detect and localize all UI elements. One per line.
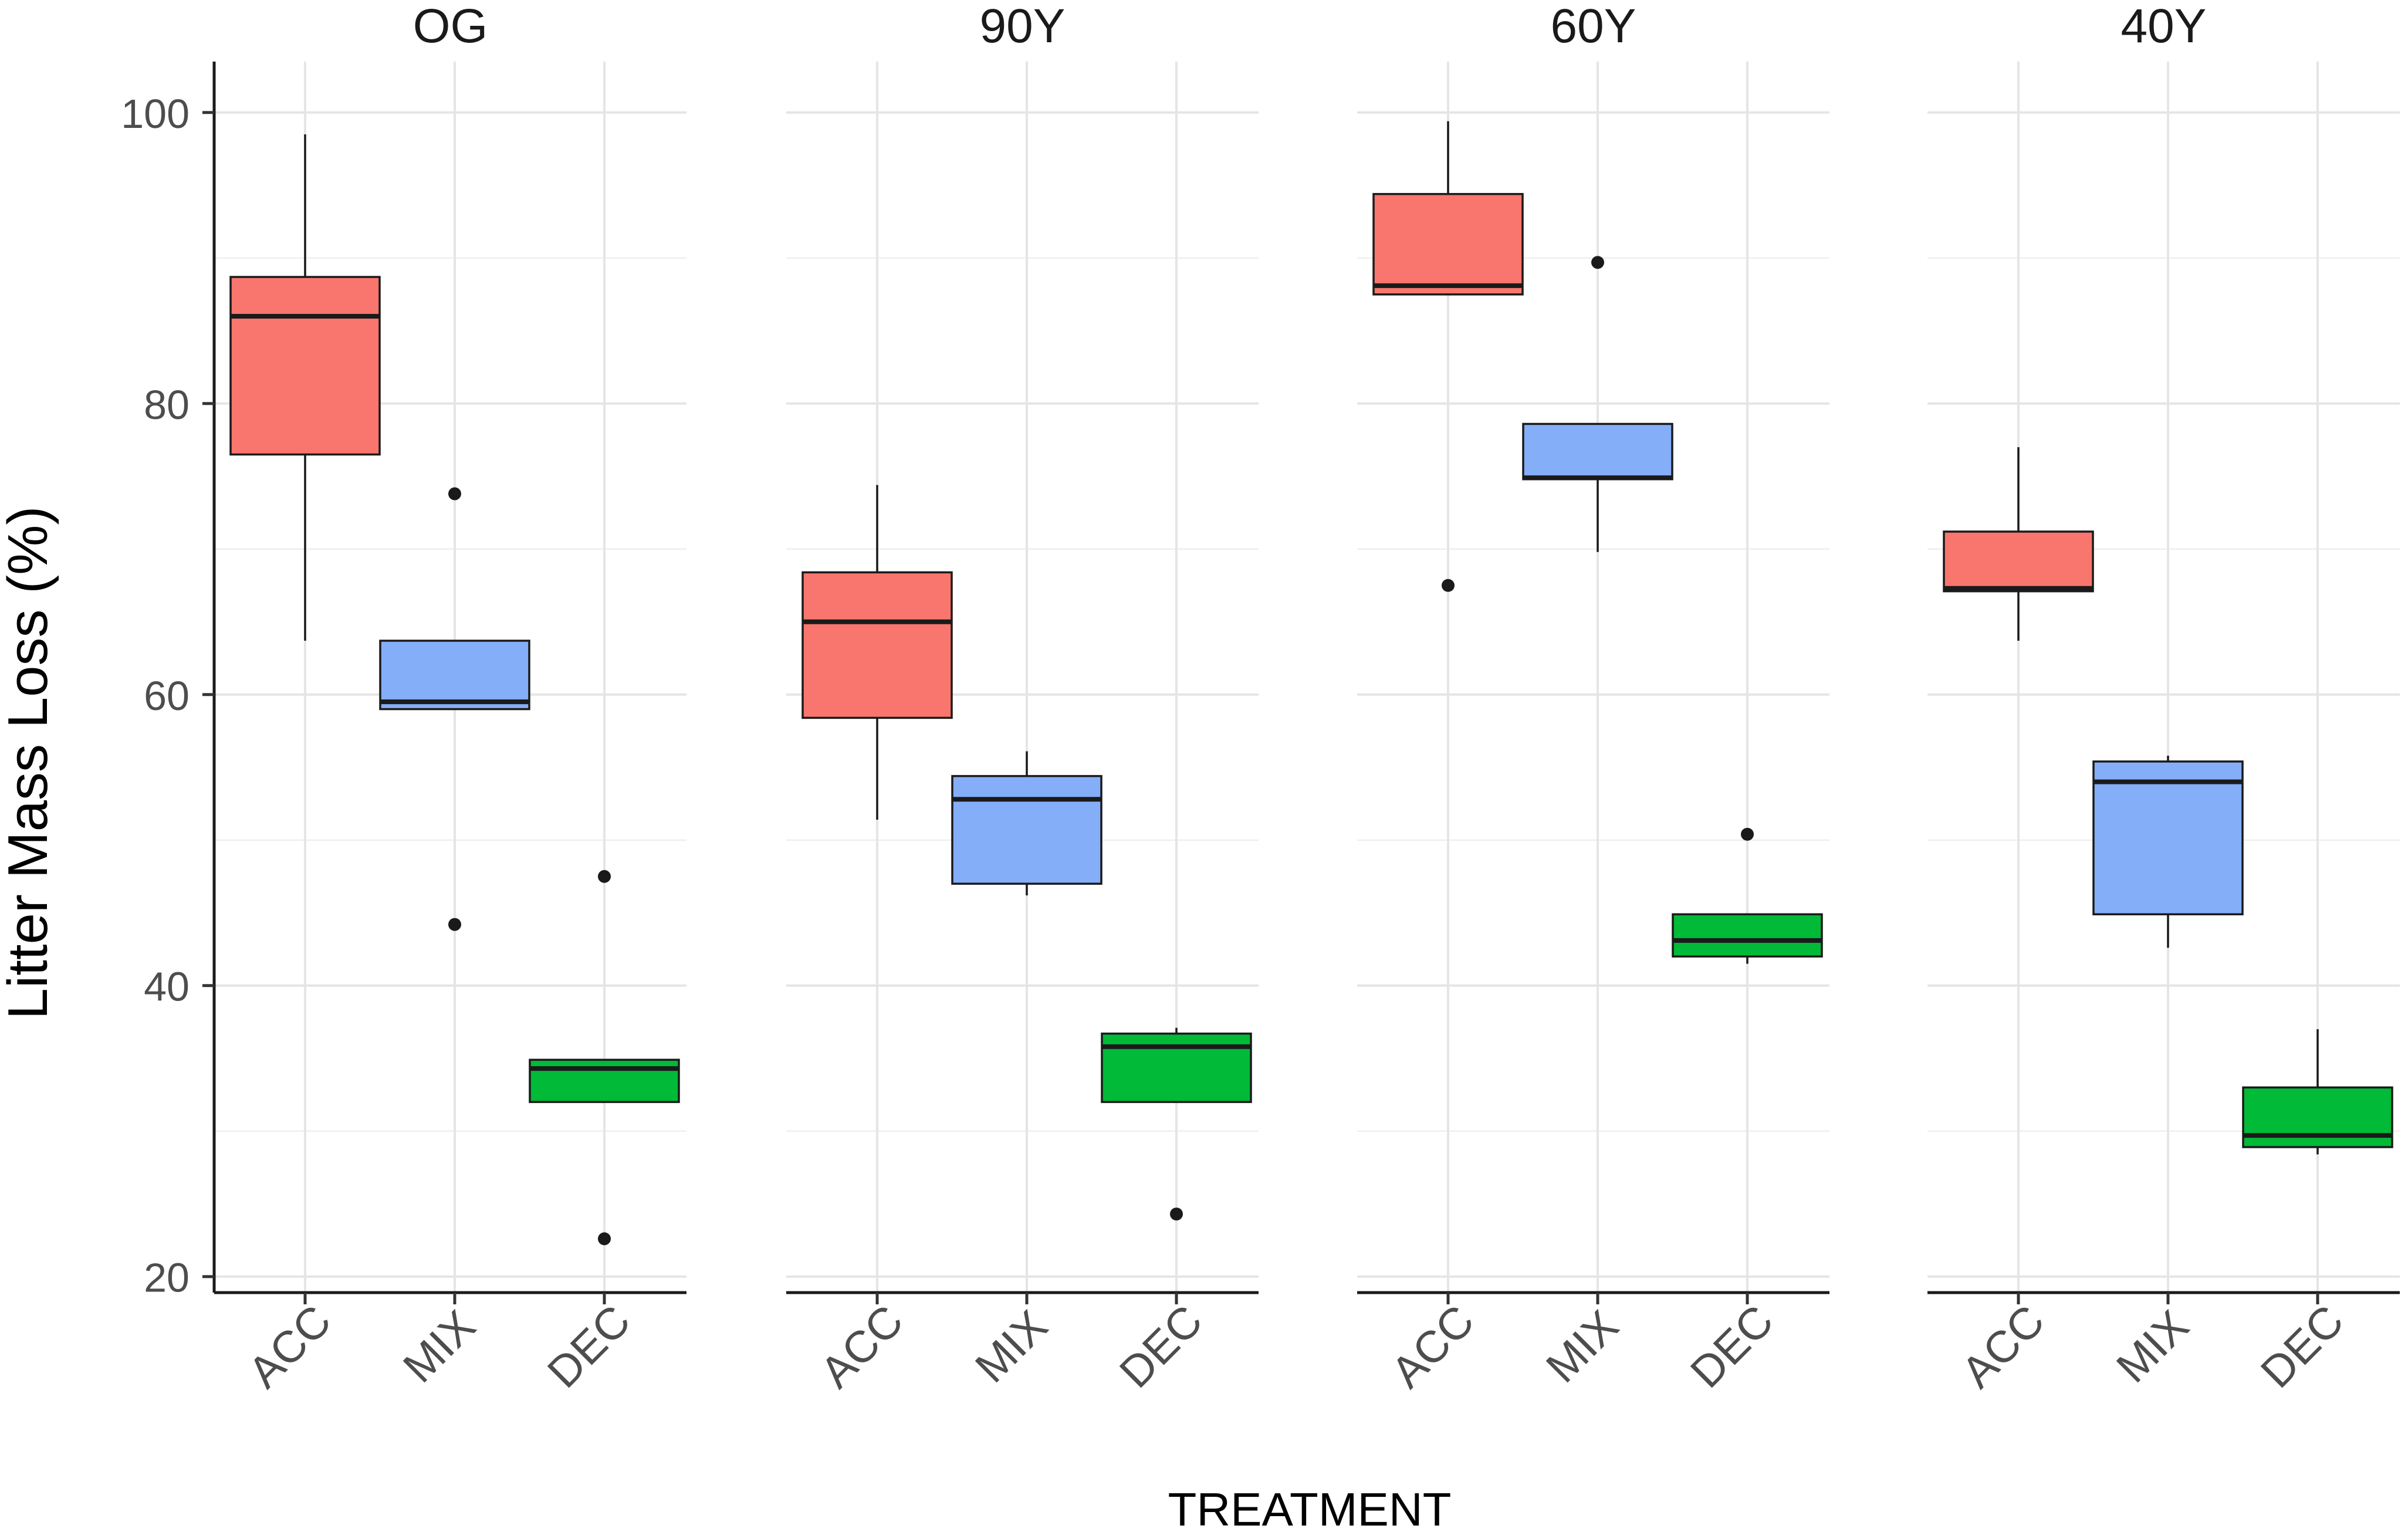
box-acc — [801, 571, 953, 719]
y-tick-label: 80 — [144, 382, 190, 428]
box-dec — [1101, 1032, 1252, 1103]
panel-title: 90Y — [980, 0, 1066, 53]
x-tick-label: DEC — [1110, 1296, 1212, 1398]
axes — [202, 62, 2400, 1304]
outlier-point — [1170, 1208, 1183, 1221]
box-dec — [529, 1058, 680, 1103]
box-acc — [1372, 192, 1524, 296]
panel-title: 40Y — [2121, 0, 2207, 53]
panel-title: 60Y — [1551, 0, 1636, 53]
x-tick-label: ACC — [239, 1296, 341, 1398]
x-axis-label: TREATMENT — [1168, 1483, 1452, 1532]
outlier-point — [448, 487, 461, 500]
x-tick-label: MIX — [394, 1301, 485, 1392]
outlier-point — [1741, 827, 1754, 841]
x-tick-label: DEC — [2251, 1296, 2353, 1398]
y-tick-label: 100 — [121, 91, 190, 137]
outlier-point — [598, 870, 611, 883]
box-mix — [1522, 422, 1673, 481]
y-axis-label: Litter Mass Loss (%) — [0, 506, 59, 1020]
gridlines — [214, 62, 2400, 1293]
y-tick-label: 60 — [144, 673, 190, 719]
x-tick-label: ACC — [811, 1296, 913, 1398]
x-tick-label: MIX — [2107, 1301, 2199, 1392]
x-tick-label: ACC — [1382, 1296, 1484, 1398]
outlier-point — [598, 1232, 611, 1246]
outlier-point — [1442, 579, 1455, 592]
x-tick-label: ACC — [1952, 1296, 2054, 1398]
boxes — [229, 121, 2393, 1246]
box-mix — [379, 640, 530, 711]
y-tick-label: 20 — [144, 1255, 190, 1301]
panel-title: OG — [413, 0, 488, 53]
box-dec — [1672, 913, 1823, 958]
outlier-point — [448, 918, 461, 931]
box-dec — [2242, 1086, 2393, 1148]
outlier-point — [1591, 256, 1604, 269]
x-tick-label: MIX — [1537, 1301, 1628, 1392]
x-tick-label: DEC — [538, 1296, 640, 1398]
box-acc — [229, 276, 381, 456]
x-tick-label: MIX — [966, 1301, 1057, 1392]
x-tick-label: DEC — [1681, 1296, 1783, 1398]
box-mix — [2092, 760, 2244, 915]
y-tick-label: 40 — [144, 964, 190, 1010]
box-acc — [1943, 530, 2094, 593]
box-mix — [951, 775, 1102, 885]
